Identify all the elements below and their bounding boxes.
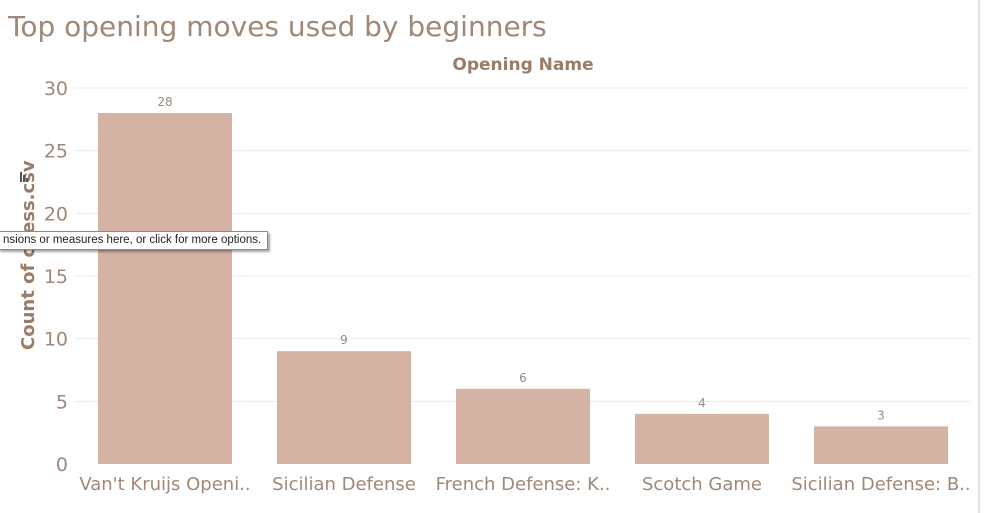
bar[interactable]: [456, 388, 590, 464]
y-tick-label: 10: [44, 329, 68, 351]
bar[interactable]: [635, 413, 769, 464]
bar[interactable]: [277, 351, 411, 464]
y-tick-label: 20: [44, 203, 68, 225]
x-tick-label[interactable]: Sicilian Defense: [272, 474, 416, 495]
y-tick-label: 0: [56, 454, 68, 476]
y-tick-label: 5: [56, 391, 68, 413]
y-tick-label: 15: [44, 266, 68, 288]
x-tick-label[interactable]: Sicilian Defense: B..: [791, 474, 970, 495]
data-label: 3: [877, 408, 885, 422]
x-tick-label[interactable]: Scotch Game: [642, 474, 762, 495]
data-label: 9: [340, 333, 348, 347]
bar[interactable]: [98, 113, 232, 465]
y-axis-title[interactable]: Count of chess.csv: [18, 160, 39, 350]
data-label: 6: [519, 371, 527, 385]
chart-title: Top opening moves used by beginners: [8, 10, 547, 43]
x-tick-label[interactable]: French Defense: K..: [436, 474, 611, 495]
tooltip: nsions or measures here, or click for mo…: [0, 231, 269, 250]
pane-divider: [978, 0, 980, 513]
y-tick-label: 25: [44, 141, 68, 163]
data-label: 28: [157, 95, 172, 109]
bar[interactable]: [814, 426, 948, 464]
data-label: 4: [698, 396, 706, 410]
sort-icon[interactable]: [20, 172, 30, 182]
x-axis-title[interactable]: Opening Name: [452, 55, 594, 75]
y-tick-label: 30: [44, 78, 68, 100]
x-tick-label[interactable]: Van't Kruijs Openi..: [79, 474, 250, 495]
